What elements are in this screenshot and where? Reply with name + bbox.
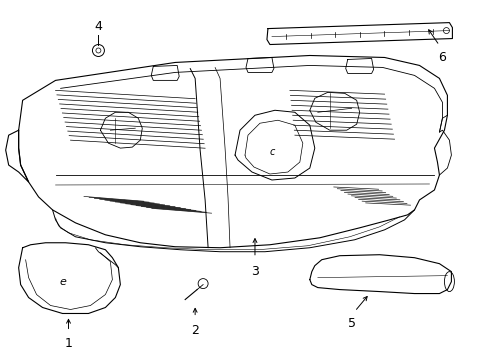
Text: 5: 5 xyxy=(347,318,355,330)
Text: 4: 4 xyxy=(94,19,102,32)
Text: 1: 1 xyxy=(64,337,72,350)
Text: 3: 3 xyxy=(250,265,258,278)
Text: 6: 6 xyxy=(438,50,446,63)
Text: c: c xyxy=(269,147,274,157)
Text: 2: 2 xyxy=(191,324,199,337)
Text: e: e xyxy=(59,276,66,287)
